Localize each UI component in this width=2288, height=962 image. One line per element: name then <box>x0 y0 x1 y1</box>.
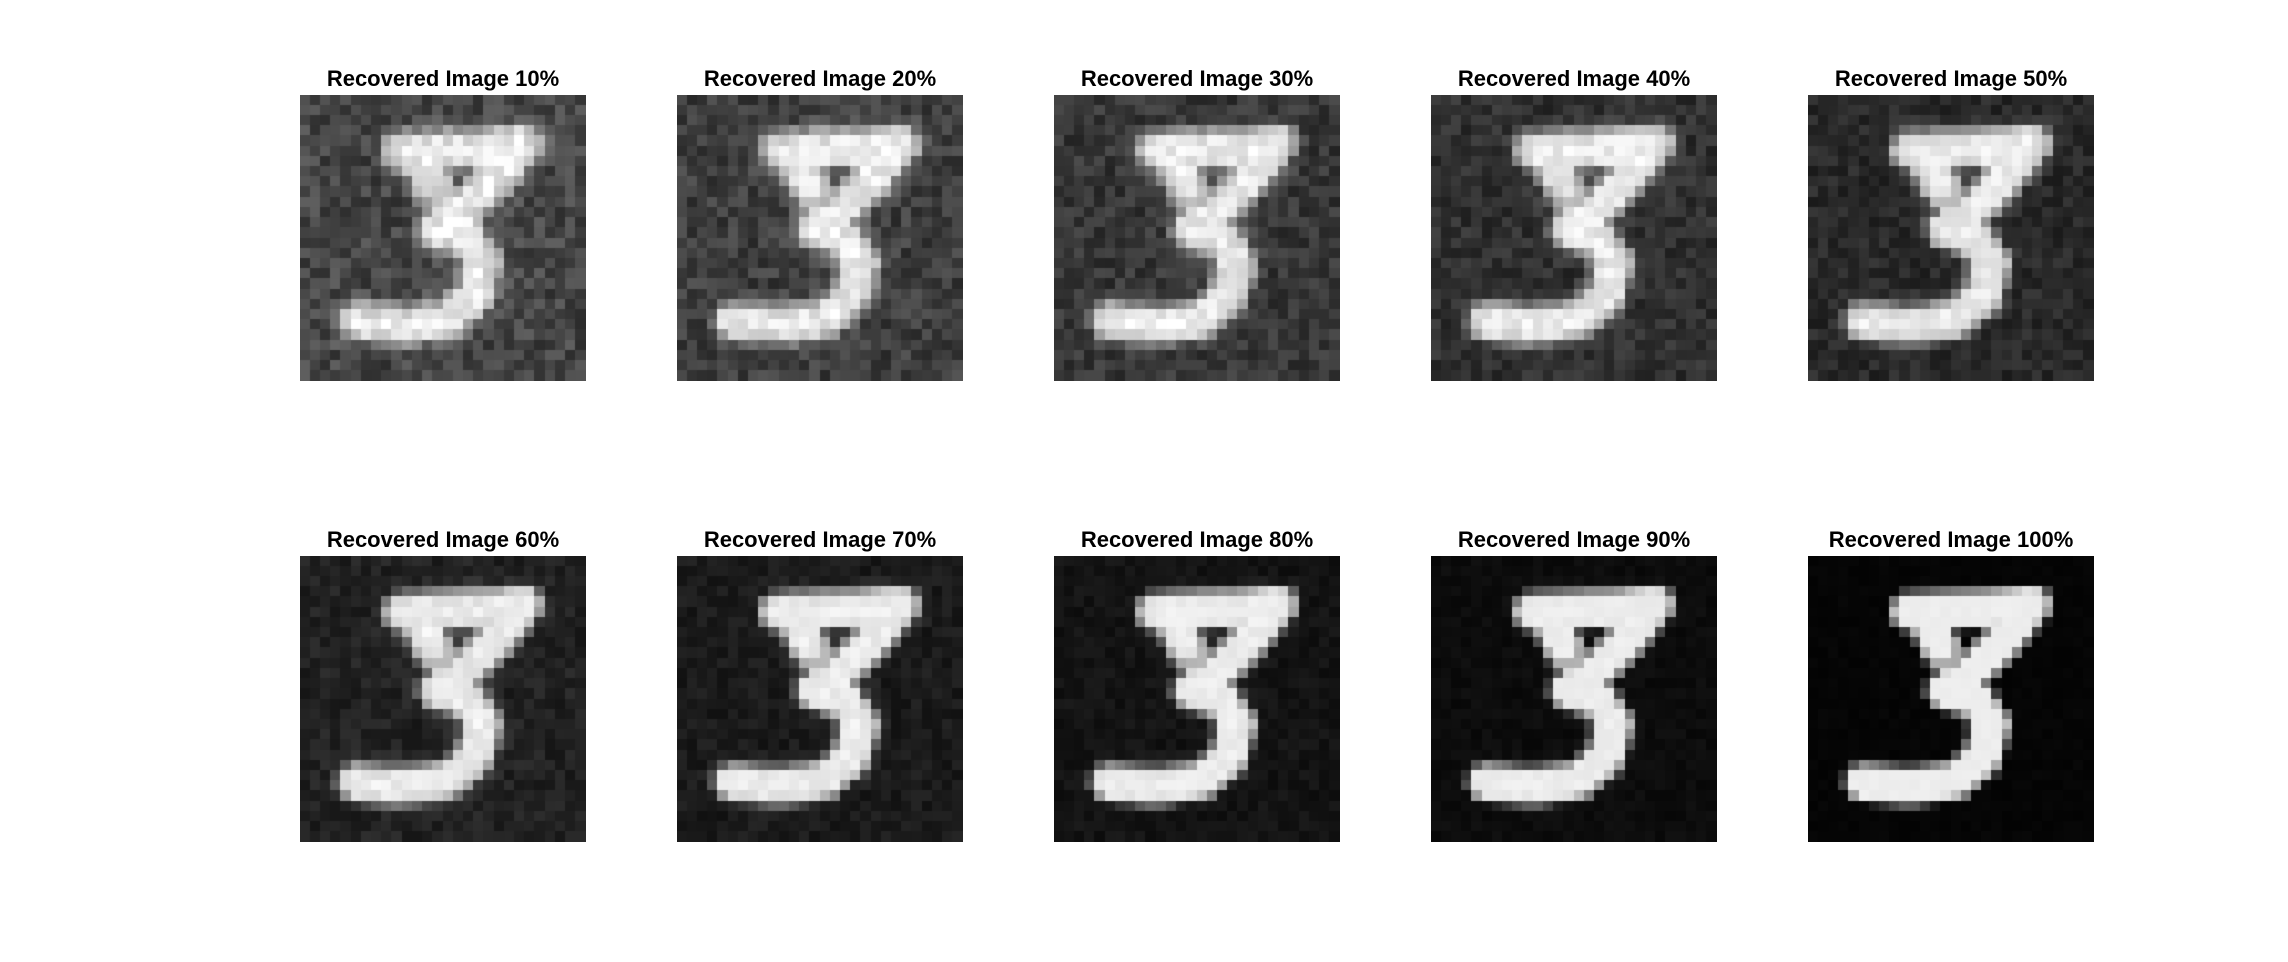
panel-title: Recovered Image 10% <box>260 66 626 92</box>
panel-title: Recovered Image 30% <box>1014 66 1380 92</box>
panel-title: Recovered Image 40% <box>1391 66 1757 92</box>
recovered-digit-image <box>1054 556 1340 842</box>
panel-title: Recovered Image 80% <box>1014 527 1380 553</box>
recovered-digit-image <box>677 95 963 381</box>
panel-title: Recovered Image 100% <box>1768 527 2134 553</box>
panel-title: Recovered Image 20% <box>637 66 1003 92</box>
recovered-digit-image <box>300 556 586 842</box>
panel-title: Recovered Image 60% <box>260 527 626 553</box>
panel-title: Recovered Image 50% <box>1768 66 2134 92</box>
recovered-digit-image <box>1431 95 1717 381</box>
recovered-digit-image <box>1808 95 2094 381</box>
recovered-digit-image <box>1808 556 2094 842</box>
recovered-digit-image <box>677 556 963 842</box>
recovered-digit-image <box>1431 556 1717 842</box>
panel-title: Recovered Image 90% <box>1391 527 1757 553</box>
recovered-digit-image <box>1054 95 1340 381</box>
recovered-digit-image <box>300 95 586 381</box>
panel-title: Recovered Image 70% <box>637 527 1003 553</box>
